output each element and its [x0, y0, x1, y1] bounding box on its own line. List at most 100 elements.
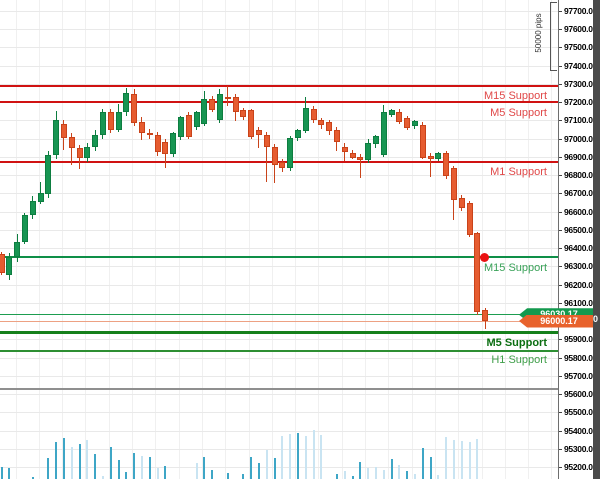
- price-axis[interactable]: 97700.00 97600.00 97500.00 97400.00 97300.00…: [519, 0, 598, 479]
- volume-bar: [476, 439, 479, 479]
- candle: [294, 130, 301, 138]
- grid-line-horizontal: [0, 229, 558, 231]
- candle: [466, 203, 473, 235]
- grid-line-vertical: [38, 0, 40, 479]
- volume-bar: [398, 465, 401, 479]
- axis-tick-label: 97000.00: [564, 133, 598, 144]
- candle: [6, 257, 13, 276]
- volume-bar: [86, 440, 89, 479]
- volume-bar: [437, 475, 440, 479]
- grid-line-vertical: [411, 0, 413, 479]
- grid-line-vertical: [365, 0, 366, 479]
- volume-bar: [257, 463, 260, 479]
- axis-tick-label: 95800.00: [564, 352, 598, 363]
- candle: [263, 135, 270, 147]
- candle: [115, 112, 122, 130]
- axis-tick-label: 97500.00: [564, 42, 598, 53]
- volume-bar: [460, 441, 463, 479]
- candle: [177, 116, 184, 137]
- candle: [349, 152, 356, 158]
- candle: [193, 112, 200, 127]
- volume-bar: [406, 471, 409, 479]
- grid-line-horizontal: [0, 11, 558, 12]
- candle: [131, 93, 138, 124]
- volume-bar: [296, 433, 299, 479]
- axis-tick: [559, 412, 562, 414]
- candle: [302, 107, 309, 132]
- volume-bar: [203, 457, 206, 479]
- volume-bar: [351, 476, 354, 479]
- axis-tick: [559, 11, 562, 12]
- level-line[interactable]: [0, 101, 558, 104]
- volume-bar: [281, 436, 284, 479]
- axis-tick: [559, 375, 562, 377]
- volume-bar: [320, 435, 323, 479]
- candle: [411, 121, 418, 126]
- grid-line-vertical: [271, 0, 273, 479]
- volume-bar: [445, 437, 448, 479]
- axis-tick-label: 95600.00: [564, 389, 598, 400]
- candle: [357, 156, 364, 160]
- volume-bar: [31, 477, 34, 479]
- axis-tick: [559, 357, 562, 359]
- candle: [365, 143, 372, 160]
- level-line[interactable]: [0, 387, 558, 390]
- candle: [396, 112, 403, 123]
- candle: [435, 153, 442, 160]
- grid-line-horizontal: [0, 120, 558, 122]
- axis-tick: [559, 302, 562, 304]
- candle: [248, 110, 255, 137]
- grid-line-vertical: [201, 0, 203, 479]
- chart-plot-area[interactable]: 50000 pips M15 Support M5 Support M1 Suppo…: [0, 0, 558, 479]
- volume-bar: [8, 468, 11, 479]
- axis-tick: [559, 65, 562, 67]
- grid-line-horizontal: [0, 394, 558, 396]
- level-line[interactable]: [0, 331, 558, 335]
- axis-tick-label: 95900.00: [564, 334, 598, 345]
- grid-line-vertical: [318, 0, 320, 479]
- level-line[interactable]: [0, 350, 558, 353]
- volume-bar: [242, 474, 245, 479]
- candle-wick: [40, 181, 41, 205]
- candle: [76, 147, 83, 158]
- candle-wick: [258, 126, 260, 148]
- volume-bar: [101, 476, 104, 479]
- axis-tick: [559, 193, 562, 195]
- grid-line-vertical: [132, 0, 133, 479]
- axis-tick-label: 95200.00: [564, 462, 598, 472]
- grid-line-horizontal: [0, 357, 558, 359]
- axis-tick: [559, 175, 562, 177]
- grid-line-horizontal: [0, 29, 558, 31]
- grid-line-horizontal: [0, 47, 558, 49]
- volume-bar: [133, 453, 136, 479]
- grid-line-vertical: [528, 0, 530, 479]
- level-line[interactable]: [0, 161, 558, 164]
- axis-tick: [559, 229, 562, 231]
- level-line[interactable]: [0, 314, 558, 316]
- grid-line-horizontal: [0, 266, 558, 268]
- grid-line-horizontal: [0, 412, 558, 414]
- candle: [333, 129, 340, 143]
- grid-line-vertical: [504, 0, 506, 479]
- grid-line-horizontal: [0, 65, 558, 67]
- grid-line-horizontal: [0, 302, 558, 304]
- candle: [21, 215, 28, 242]
- grid-line-vertical: [341, 0, 343, 479]
- grid-line-horizontal: [0, 284, 558, 286]
- candle: [255, 129, 262, 136]
- level-line[interactable]: [0, 320, 558, 322]
- axis-tick-label: 96200.00: [564, 279, 598, 290]
- volume-bar: [468, 442, 471, 479]
- level-line[interactable]: [0, 84, 558, 87]
- candle: [458, 197, 465, 208]
- volume-bar: [94, 454, 97, 479]
- volume-bar: [78, 444, 81, 479]
- volume-bar: [390, 459, 393, 479]
- grid-line-vertical: [108, 0, 110, 479]
- level-line[interactable]: [0, 256, 558, 259]
- candle-wick: [227, 85, 229, 106]
- grid-line-vertical: [62, 0, 64, 479]
- level-label: H1 Support: [491, 354, 547, 366]
- candle: [53, 120, 60, 156]
- axis-tick-label: 97100.00: [564, 115, 598, 126]
